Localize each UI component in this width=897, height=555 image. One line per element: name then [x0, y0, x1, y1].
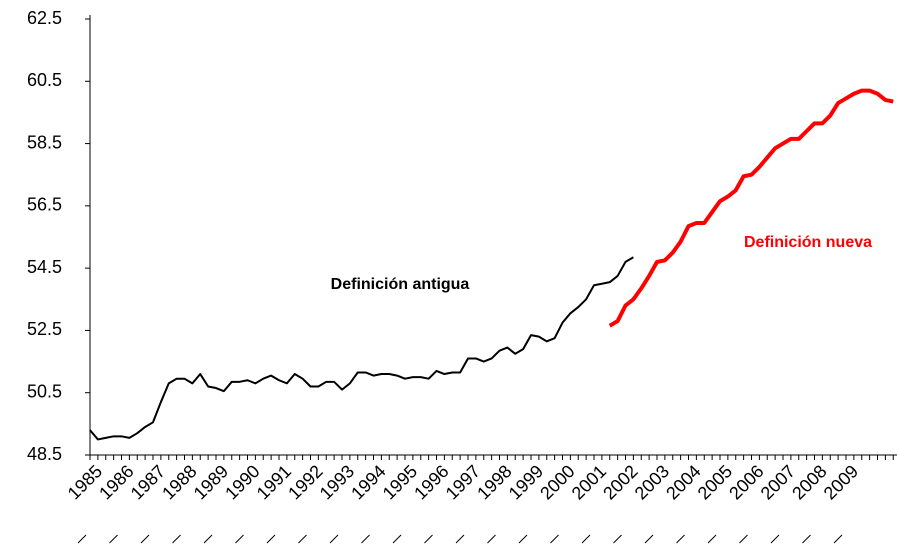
y-tick-label: 60.5	[27, 70, 62, 90]
x-tick-label: 1985	[64, 461, 106, 503]
x-label-slash	[203, 534, 213, 544]
x-label-slash	[235, 534, 244, 544]
x-label-slash	[581, 534, 591, 544]
x-label-slash	[487, 534, 496, 544]
y-tick-label: 50.5	[27, 381, 62, 401]
series-line	[89, 256, 634, 441]
x-label-slash	[644, 534, 654, 544]
x-label-slash	[739, 534, 748, 544]
x-tick-label: 1998	[473, 461, 515, 503]
x-label-slash	[613, 534, 622, 544]
x-label-slash	[266, 534, 276, 544]
x-tick-label: 2004	[662, 461, 704, 503]
x-tick-label: 2003	[631, 461, 673, 503]
x-label-slash	[77, 534, 87, 544]
series-line	[608, 88, 894, 328]
x-label-slash	[172, 534, 181, 544]
x-label-slash	[140, 534, 150, 544]
x-tick-label: 1992	[284, 461, 326, 503]
x-tick-label: 1994	[347, 461, 389, 503]
x-tick-label: 1989	[190, 461, 232, 503]
y-tick-label: 52.5	[27, 319, 62, 339]
x-tick-label: 2002	[599, 461, 641, 503]
x-tick-label: 1990	[221, 461, 263, 503]
x-label-slash	[329, 534, 339, 544]
x-tick-label: 1986	[95, 461, 137, 503]
x-tick-label: 1995	[379, 461, 421, 503]
x-tick-label: 1996	[410, 461, 452, 503]
x-tick-label: 1999	[505, 461, 547, 503]
x-tick-label: 2009	[820, 461, 862, 503]
x-tick-label: 1988	[158, 461, 200, 503]
x-label-slash	[392, 534, 402, 544]
x-label-slash	[802, 534, 811, 544]
x-label-slash	[424, 534, 433, 544]
annotation: Definición antigua	[331, 276, 470, 293]
y-tick-label: 48.5	[27, 444, 62, 464]
x-tick-label: 2007	[757, 461, 799, 503]
y-tick-label: 56.5	[27, 195, 62, 215]
y-tick-label: 58.5	[27, 132, 62, 152]
x-tick-label: 2000	[536, 461, 578, 503]
x-label-slash	[518, 534, 528, 544]
x-tick-label: 1997	[442, 461, 484, 503]
y-tick-label: 54.5	[27, 257, 62, 277]
x-tick-label: 2006	[725, 461, 767, 503]
annotation: Definición nueva	[744, 234, 872, 251]
x-label-slash	[109, 534, 118, 544]
x-label-slash	[770, 534, 780, 544]
x-tick-label: 1991	[253, 461, 295, 503]
x-label-slash	[455, 534, 465, 544]
x-tick-label: 1993	[316, 461, 358, 503]
y-tick-label: 62.5	[27, 8, 62, 28]
x-label-slash	[833, 534, 843, 544]
x-label-slash	[550, 534, 559, 544]
x-label-slash	[676, 534, 685, 544]
x-label-slash	[707, 534, 717, 544]
x-tick-label: 2001	[568, 461, 610, 503]
x-label-slash	[298, 534, 307, 544]
x-label-slash	[361, 534, 370, 544]
x-tick-label: 2008	[788, 461, 830, 503]
x-tick-label: 1987	[127, 461, 169, 503]
x-tick-label: 2005	[694, 461, 736, 503]
